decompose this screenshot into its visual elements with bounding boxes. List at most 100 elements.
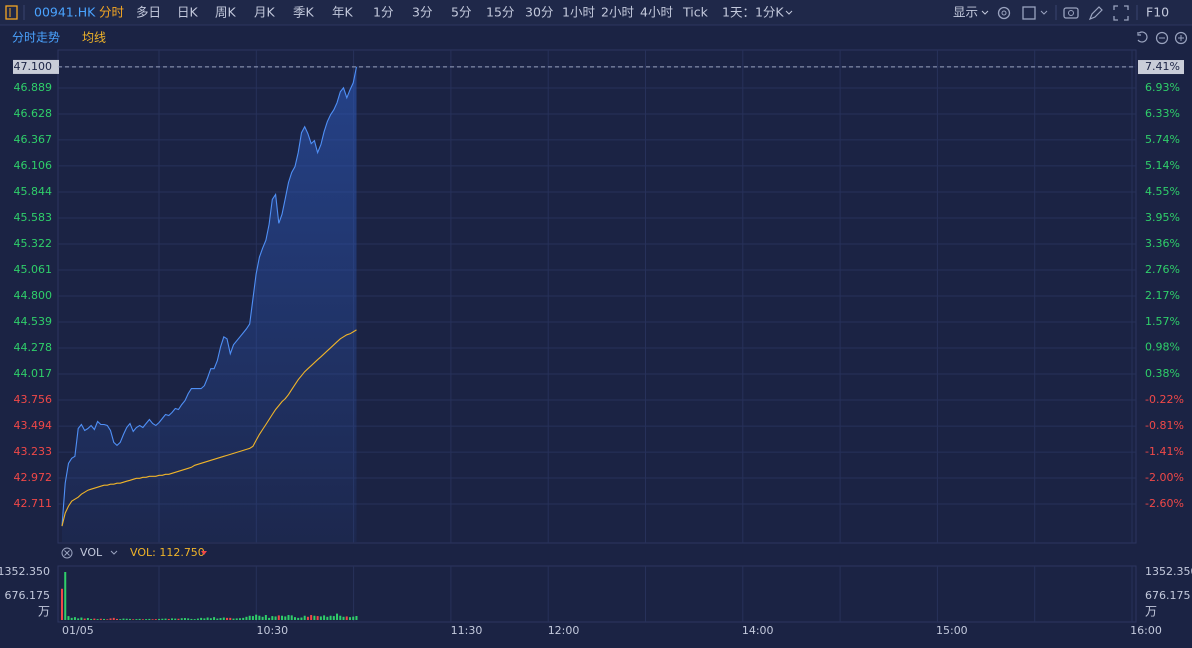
period-tab[interactable]: 5分 <box>451 5 471 20</box>
volume-bar <box>316 616 319 620</box>
percent-highlight <box>1138 60 1184 75</box>
x-tick-label: 15:00 <box>936 624 968 637</box>
period-tab[interactable]: 1小时 <box>562 5 595 20</box>
period-tab[interactable]: Tick <box>682 5 709 20</box>
volume-bar <box>190 618 193 620</box>
display-menu[interactable]: 显示 <box>953 5 978 20</box>
x-tick-label: 01/05 <box>62 624 94 637</box>
volume-bar <box>277 615 280 620</box>
draw-icon[interactable] <box>1088 6 1103 21</box>
volume-bar <box>61 588 63 620</box>
volume-bar <box>274 616 277 620</box>
volume-readout: VOL: 112.750 <box>130 546 205 559</box>
camera-icon[interactable] <box>1063 7 1079 19</box>
volume-bar <box>122 618 125 620</box>
y2-tick-label: 0.38% <box>1145 367 1180 380</box>
volume-bar <box>264 615 267 620</box>
f10-button[interactable]: F10 <box>1146 5 1169 20</box>
volume-bar <box>229 617 232 620</box>
zoom-in-icon[interactable] <box>1174 31 1188 45</box>
volume-bar <box>216 618 219 620</box>
period-tab[interactable]: 日K <box>177 5 199 20</box>
y2-tick-label: 0.98% <box>1145 341 1180 354</box>
volume-bar <box>96 619 99 620</box>
plot-layer: 分时 多日 日K 周K 月K 季K 年K 1分 3分 5分 15分 30分 1小时 2小时 4小时 Tick 1… <box>0 5 1192 638</box>
period-tab[interactable]: 1分 <box>373 5 393 20</box>
panel-icon[interactable] <box>5 5 18 20</box>
symbol[interactable]: 00941.HK <box>34 5 96 20</box>
y-tick-label: 45.061 <box>14 263 53 276</box>
period-tab[interactable]: 周K <box>215 5 237 20</box>
volume-bar <box>303 615 306 620</box>
reset-icon[interactable] <box>1137 31 1148 43</box>
period-tab[interactable]: 分时 <box>99 5 125 20</box>
volume-bar <box>64 572 67 620</box>
volume-bar <box>323 615 326 620</box>
y-tick-label: 42.711 <box>14 497 53 510</box>
settings-icon[interactable] <box>997 6 1011 20</box>
volume-bar <box>232 618 235 620</box>
x-tick-label: 12:00 <box>548 624 580 637</box>
volume-bar <box>313 615 316 620</box>
period-tab[interactable]: 4小时 <box>640 5 673 20</box>
y-tick-label: 45.322 <box>14 237 53 250</box>
y-tick-label: 46.628 <box>14 107 53 120</box>
volume-bar <box>174 618 177 620</box>
settings-icon-core <box>1001 10 1007 16</box>
volume-unit: 万 <box>38 605 50 619</box>
volume-bar <box>135 619 138 620</box>
volume-bar <box>99 618 102 620</box>
volume-bar <box>251 616 254 620</box>
volume-bar <box>226 617 229 620</box>
period-tab[interactable]: 3分 <box>412 5 432 20</box>
period-tab[interactable]: 2小时 <box>601 5 634 20</box>
volume-bar <box>141 619 144 620</box>
volume-bar <box>268 617 271 620</box>
period-tab[interactable]: 年K <box>332 5 354 20</box>
volume-bar <box>213 617 216 620</box>
volume-bar <box>222 617 225 620</box>
indicator-name[interactable]: VOL <box>80 546 103 559</box>
volume-bar <box>103 618 106 620</box>
volume-panel <box>57 565 1137 623</box>
volume-bar <box>119 619 122 620</box>
volume-bar <box>329 615 332 620</box>
volume-bar <box>154 619 157 620</box>
period-tab[interactable]: 1天：1分K <box>722 5 784 20</box>
volume-bar <box>352 616 355 620</box>
volume-bar <box>183 618 186 620</box>
camera-lens <box>1068 10 1074 16</box>
volume-bar <box>171 618 174 620</box>
box-icon[interactable] <box>1022 6 1036 20</box>
period-tab[interactable]: 30分 <box>525 5 553 20</box>
volume-bar <box>177 618 180 620</box>
period-tab[interactable]: 季K <box>293 5 315 20</box>
period-tab[interactable]: 多日 <box>136 5 161 20</box>
volume-bar <box>161 618 164 620</box>
period-tab[interactable]: 15分 <box>486 5 514 20</box>
chevron <box>110 550 118 555</box>
y-tick-label: 44.800 <box>14 289 53 302</box>
fullscreen-icon[interactable] <box>1113 5 1129 21</box>
volume-tick-label: 1352.350 <box>0 565 50 578</box>
chevron <box>981 10 989 15</box>
zoom-out-icon[interactable] <box>1155 31 1169 45</box>
period-tab[interactable]: 月K <box>254 5 276 20</box>
x-tick-label: 14:00 <box>742 624 774 637</box>
legend-average[interactable]: 均线 <box>82 31 106 45</box>
legend-price[interactable]: 分时走势 <box>12 31 60 45</box>
price-area <box>62 66 357 543</box>
volume-bar <box>70 617 73 620</box>
volume-bar <box>326 616 329 620</box>
y-tick-label: 43.756 <box>14 393 53 406</box>
volume-bar <box>193 619 196 620</box>
close-indicator[interactable] <box>61 547 73 559</box>
volume-bar <box>125 618 128 620</box>
volume-bar <box>297 617 300 620</box>
y-tick-label: 43.494 <box>14 419 53 432</box>
volume-bar <box>261 616 264 620</box>
volume-tick-label: 676.175 <box>5 589 51 602</box>
toolbar <box>0 0 1192 25</box>
